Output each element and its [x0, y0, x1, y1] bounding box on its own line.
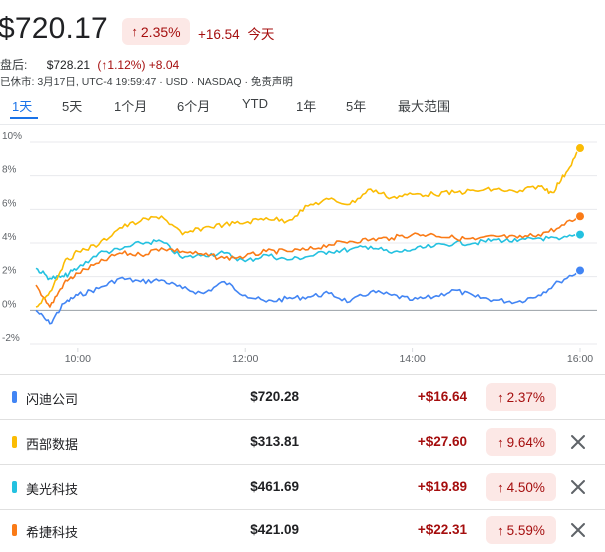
y-tick-label: 8%: [2, 165, 17, 176]
change-percent-badge: ↑ 2.35%: [122, 18, 190, 45]
series-line: [35, 215, 580, 308]
series-endpoint: [575, 229, 585, 240]
series-color-swatch: [12, 391, 17, 403]
y-tick-label: 4%: [2, 232, 17, 243]
row-divider: [0, 464, 605, 465]
company-price: $313.81: [250, 434, 299, 449]
x-tick-label: 14:00: [399, 353, 425, 365]
x-tick-label: 12:00: [232, 353, 258, 365]
company-change-percent: ↑ 5.59%: [486, 516, 556, 544]
arrow-up-icon: ↑: [497, 522, 504, 538]
change-amount-value: +16.54: [198, 27, 240, 42]
close-icon[interactable]: [566, 475, 590, 499]
company-change-percent: ↑ 4.50%: [486, 473, 556, 501]
company-price: $461.69: [250, 479, 299, 494]
tab-6-months[interactable]: 6个月: [177, 99, 211, 114]
percent-value: 9.64%: [506, 434, 545, 450]
market-status-line: 已休市: 3月17日, UTC-4 19:59:47 · USD · NASDA…: [0, 76, 293, 88]
series-endpoint: [575, 211, 585, 222]
after-hours-price: $728.21: [46, 58, 91, 72]
arrow-up-icon: ↑: [131, 24, 138, 39]
arrow-up-icon: ↑: [497, 434, 504, 450]
company-name: 希捷科技: [26, 525, 79, 540]
percent-value: 4.50%: [506, 479, 545, 495]
comparison-row-sandisk[interactable]: 闪迪公司 $720.28 +$16.64 ↑ 2.37%: [0, 375, 605, 419]
company-change: +$19.89: [417, 479, 467, 494]
y-tick-label: 6%: [2, 198, 17, 209]
series-endpoint: [575, 143, 585, 154]
comparison-row-seagate[interactable]: 希捷科技 $421.09 +$22.31 ↑ 5.59%: [0, 508, 605, 552]
row-divider: [0, 419, 605, 420]
percent-value: 5.59%: [506, 522, 545, 538]
y-tick-label: 10%: [2, 131, 22, 142]
company-change: +$27.60: [417, 434, 467, 449]
row-divider: [0, 509, 605, 510]
series-line: [35, 147, 581, 308]
active-tab-indicator: [10, 117, 38, 119]
after-hours-change: +8.04: [148, 58, 180, 72]
tab-5-years[interactable]: 5年: [346, 99, 367, 114]
after-hours-label: 盘后:: [0, 58, 28, 72]
tab-1-year[interactable]: 1年: [296, 99, 317, 114]
tab-1-day[interactable]: 1天: [12, 99, 33, 114]
tab-5-days[interactable]: 5天: [62, 99, 83, 114]
x-tick-label: 10:00: [65, 353, 91, 365]
percent-value: 2.37%: [506, 389, 545, 405]
company-change: +$16.64: [417, 389, 467, 404]
y-tick-label: -2%: [2, 333, 20, 344]
company-name: 西部数据: [26, 437, 79, 452]
change-amount: +16.54 今天: [198, 23, 274, 43]
series-color-swatch: [12, 524, 17, 536]
after-hours-percent: (↑1.12%): [97, 58, 146, 72]
company-price: $421.09: [250, 522, 299, 537]
comparison-row-western-digital[interactable]: 西部数据 $313.81 +$27.60 ↑ 9.64%: [0, 420, 605, 464]
arrow-up-icon: ↑: [497, 479, 504, 495]
row-divider: [0, 374, 605, 375]
company-change: +$22.31: [417, 522, 467, 537]
series-color-swatch: [12, 481, 17, 493]
x-tick-label: 16:00: [567, 353, 593, 365]
company-name: 闪迪公司: [26, 392, 79, 407]
tab-1-month[interactable]: 1个月: [114, 99, 148, 114]
after-hours-line: 盘后: $728.21 (↑1.12%) +8.04: [0, 56, 179, 73]
series-endpoint: [575, 265, 585, 276]
series-line: [35, 233, 581, 281]
company-name: 美光科技: [26, 482, 79, 497]
tab-ytd[interactable]: YTD: [242, 96, 268, 111]
close-icon[interactable]: [566, 518, 590, 542]
comparison-row-micron[interactable]: 美光科技 $461.69 +$19.89 ↑ 4.50%: [0, 465, 605, 509]
header-divider: [0, 124, 605, 125]
y-tick-label: 0%: [2, 299, 17, 310]
stock-price: $720.17: [0, 12, 108, 45]
tab-max-range[interactable]: 最大范围: [398, 99, 451, 114]
change-percent-value: 2.35%: [140, 23, 181, 40]
y-tick-label: 2%: [2, 266, 17, 277]
change-period-label: 今天: [247, 27, 275, 42]
series-color-swatch: [12, 436, 17, 448]
close-icon[interactable]: [566, 430, 590, 454]
company-change-percent: ↑ 2.37%: [486, 383, 556, 411]
company-price: $720.28: [250, 389, 299, 404]
company-change-percent: ↑ 9.64%: [486, 428, 556, 456]
series-line: [35, 269, 581, 325]
price-comparison-chart[interactable]: 10% 8% 6% 4% 2% 0% -2% 10:00 12:00 14:00 16:00: [0, 125, 605, 375]
arrow-up-icon: ↑: [497, 389, 504, 405]
